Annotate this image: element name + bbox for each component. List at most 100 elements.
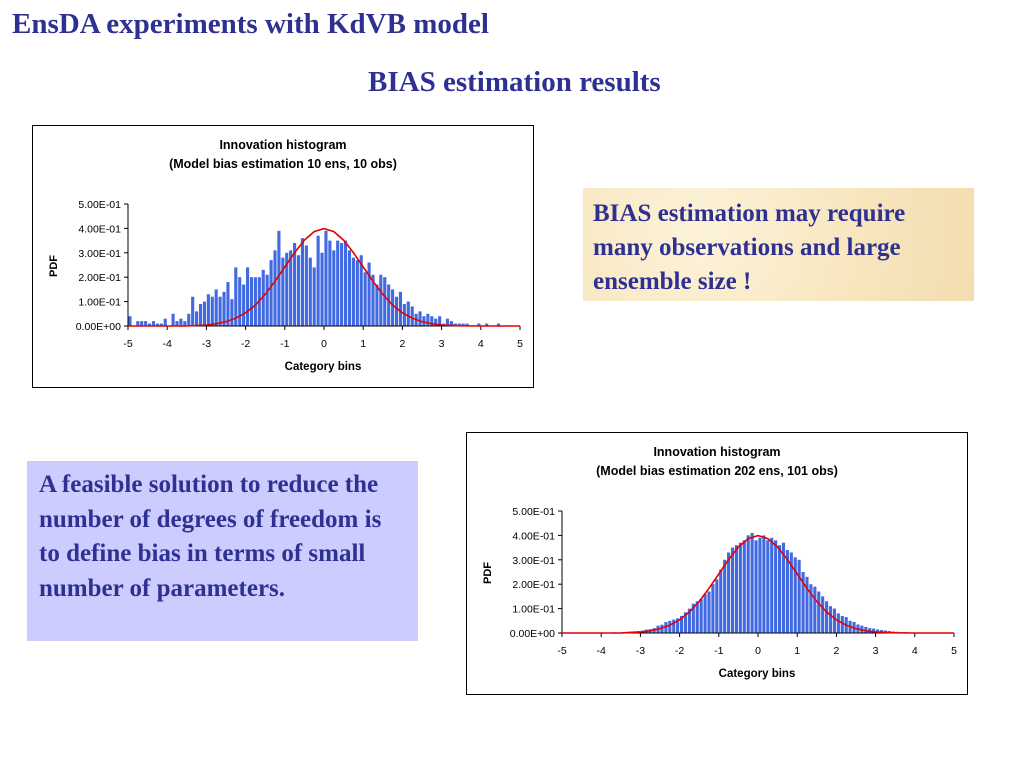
chart-subtitle: (Model bias estimation 202 ens, 101 obs) [596, 464, 838, 478]
histogram-bar [151, 321, 156, 326]
histogram-bar [265, 274, 269, 326]
x-axis-label: Category bins [285, 361, 362, 373]
plot-area: 0.00E+00 1.00E-01 2.00E-01 3.00E-01 4.00E-01… [510, 506, 957, 657]
histogram-bar [683, 612, 688, 633]
histogram-bar [391, 289, 395, 326]
histogram-bar [320, 252, 324, 326]
histogram-bar [438, 316, 442, 326]
x-tick-label: -5 [557, 645, 566, 657]
histogram-bar [660, 624, 664, 633]
x-axis-label: Category bins [719, 668, 796, 680]
histogram-bar [218, 296, 222, 326]
solution-note-box: A feasible solution to reduce the number… [27, 461, 418, 641]
histogram-bar [402, 304, 406, 326]
histogram-bar [175, 321, 179, 326]
histogram-bar [128, 316, 132, 326]
histogram-bar [163, 318, 167, 326]
y-tick-label: 5.00E-01 [512, 506, 555, 518]
x-tick-label: 4 [912, 645, 918, 657]
histogram-bar [465, 323, 469, 326]
histogram-bar [226, 282, 230, 326]
histogram-bar [872, 628, 876, 633]
histogram-bar [758, 537, 762, 633]
histogram-bar [695, 601, 699, 633]
histogram-bar [864, 626, 868, 633]
histogram-bar [293, 243, 297, 326]
histogram-bar [430, 316, 434, 326]
histogram-bar [676, 618, 680, 633]
histogram-bar [148, 323, 152, 326]
y-tick-label: 4.00E-01 [78, 223, 121, 235]
histogram-bar [202, 301, 206, 326]
histogram-bar [246, 267, 250, 326]
x-tick-label: -2 [241, 338, 250, 350]
histogram-bar [477, 323, 481, 326]
histogram-bar [179, 318, 183, 326]
histogram-bar [249, 277, 254, 326]
histogram-bar [195, 311, 199, 326]
histogram-bar [770, 537, 774, 633]
histogram-bar [730, 547, 735, 633]
histogram-bar [723, 559, 727, 633]
x-tick-label: 5 [517, 338, 523, 350]
histogram-bar [762, 535, 766, 633]
histogram-bar [774, 540, 778, 633]
histogram-bar [715, 579, 719, 633]
x-tick-label: -3 [202, 338, 211, 350]
y-tick-label: 3.00E-01 [78, 248, 121, 260]
x-tick-label: 0 [321, 338, 327, 350]
histogram-bar [449, 321, 453, 326]
x-tick-label: 2 [399, 338, 405, 350]
histogram-bar [371, 274, 375, 326]
y-tick-label: 1.00E-01 [78, 297, 121, 309]
histogram-bar [308, 257, 312, 326]
x-tick-label: -1 [714, 645, 723, 657]
chart-svg: Innovation histogram (Model bias estimat… [482, 445, 957, 680]
histogram-bar [324, 230, 328, 326]
histogram-bar [206, 294, 210, 326]
histogram-bar [269, 260, 273, 326]
histogram-bar [347, 250, 352, 326]
histogram-bar [789, 552, 793, 633]
y-tick-label: 0.00E+00 [76, 321, 121, 333]
histogram-bar [813, 586, 817, 633]
histogram-bar [312, 267, 316, 326]
histogram-bar [457, 323, 461, 326]
histogram-bar [144, 321, 148, 326]
histogram-bar [300, 238, 304, 326]
histogram-bar [836, 613, 840, 633]
y-tick-label: 1.00E-01 [512, 604, 555, 616]
x-tick-label: 0 [755, 645, 761, 657]
histogram-bar [304, 245, 308, 326]
histogram-bar [242, 284, 246, 326]
histogram-bar [727, 552, 731, 633]
histogram-bar [418, 311, 422, 326]
histogram-bar [711, 584, 715, 633]
histogram-bar [159, 323, 163, 326]
histogram-bar [821, 596, 825, 633]
histogram-bar [387, 284, 391, 326]
histogram-bar [840, 615, 844, 633]
histogram-bar [766, 540, 770, 633]
histogram-bar [422, 316, 426, 326]
chart-title: Innovation histogram [219, 138, 346, 152]
histogram-bar [234, 267, 238, 326]
y-tick-label: 2.00E-01 [78, 272, 121, 284]
histogram-bar [187, 313, 191, 326]
histogram-chart-202ens: Innovation histogram (Model bias estimat… [466, 432, 968, 695]
histogram-bar [832, 608, 836, 633]
histogram-bar [687, 608, 691, 633]
histogram-bar [668, 620, 672, 633]
histogram-bar [406, 301, 410, 326]
histogram-bar [273, 250, 277, 326]
histogram-bar [817, 591, 821, 633]
histogram-bar [785, 550, 789, 633]
chart-svg: Innovation histogram (Model bias estimat… [48, 138, 523, 373]
histogram-bar [367, 262, 371, 326]
histogram-bar [426, 313, 430, 326]
x-tick-label: 4 [478, 338, 484, 350]
histogram-chart-10ens: Innovation histogram (Model bias estimat… [32, 125, 534, 388]
histogram-bar [750, 532, 754, 633]
slide-subtitle: BIAS estimation results [368, 66, 661, 98]
histogram-bar [797, 559, 801, 633]
